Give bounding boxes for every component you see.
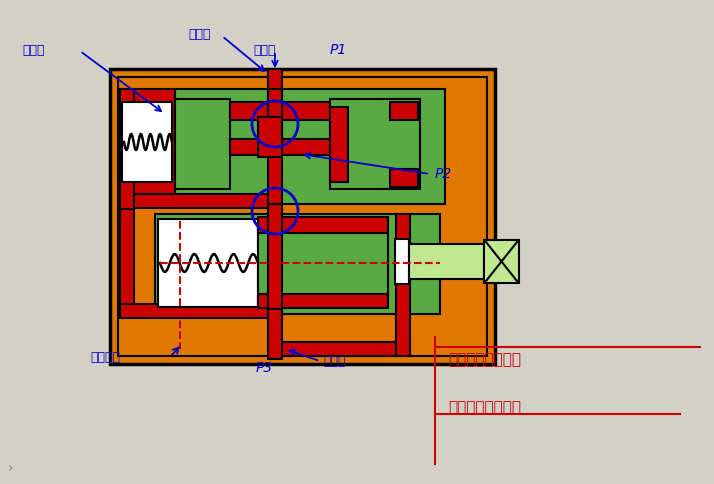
Bar: [258, 294, 388, 308]
Bar: [268, 205, 282, 319]
Text: 节流口: 节流口: [22, 44, 44, 56]
Text: ›: ›: [8, 460, 14, 474]
Text: 当出口压力降底时: 当出口压力降底时: [448, 352, 521, 367]
Bar: [258, 118, 282, 158]
Bar: [268, 309, 282, 359]
Bar: [484, 241, 519, 284]
Bar: [120, 90, 134, 210]
Bar: [110, 70, 495, 364]
Text: P2: P2: [435, 166, 452, 181]
Bar: [258, 225, 388, 306]
Bar: [275, 342, 410, 356]
Text: 出油口: 出油口: [323, 355, 346, 368]
Bar: [258, 217, 388, 233]
Text: P3: P3: [256, 360, 273, 374]
Bar: [120, 195, 270, 209]
Bar: [122, 103, 172, 182]
Bar: [175, 100, 230, 190]
Bar: [268, 70, 282, 120]
Text: 减压口: 减压口: [188, 28, 211, 41]
Text: P1: P1: [330, 43, 347, 57]
Bar: [395, 240, 409, 285]
Bar: [390, 170, 418, 188]
Bar: [330, 108, 348, 182]
Bar: [120, 90, 175, 205]
Text: 当出口压力升高时: 当出口压力升高时: [448, 400, 521, 415]
Bar: [390, 103, 418, 121]
Bar: [155, 214, 440, 314]
Bar: [330, 100, 420, 190]
Bar: [120, 195, 134, 314]
Text: 泄露油口: 泄露油口: [90, 351, 120, 364]
Bar: [230, 103, 330, 121]
Text: 进油口: 进油口: [253, 44, 276, 56]
Bar: [396, 214, 410, 356]
Bar: [158, 220, 258, 307]
Bar: [230, 140, 330, 156]
Bar: [120, 304, 275, 318]
Bar: [175, 90, 445, 205]
Bar: [268, 90, 282, 205]
Bar: [118, 78, 487, 356]
Bar: [409, 244, 484, 279]
